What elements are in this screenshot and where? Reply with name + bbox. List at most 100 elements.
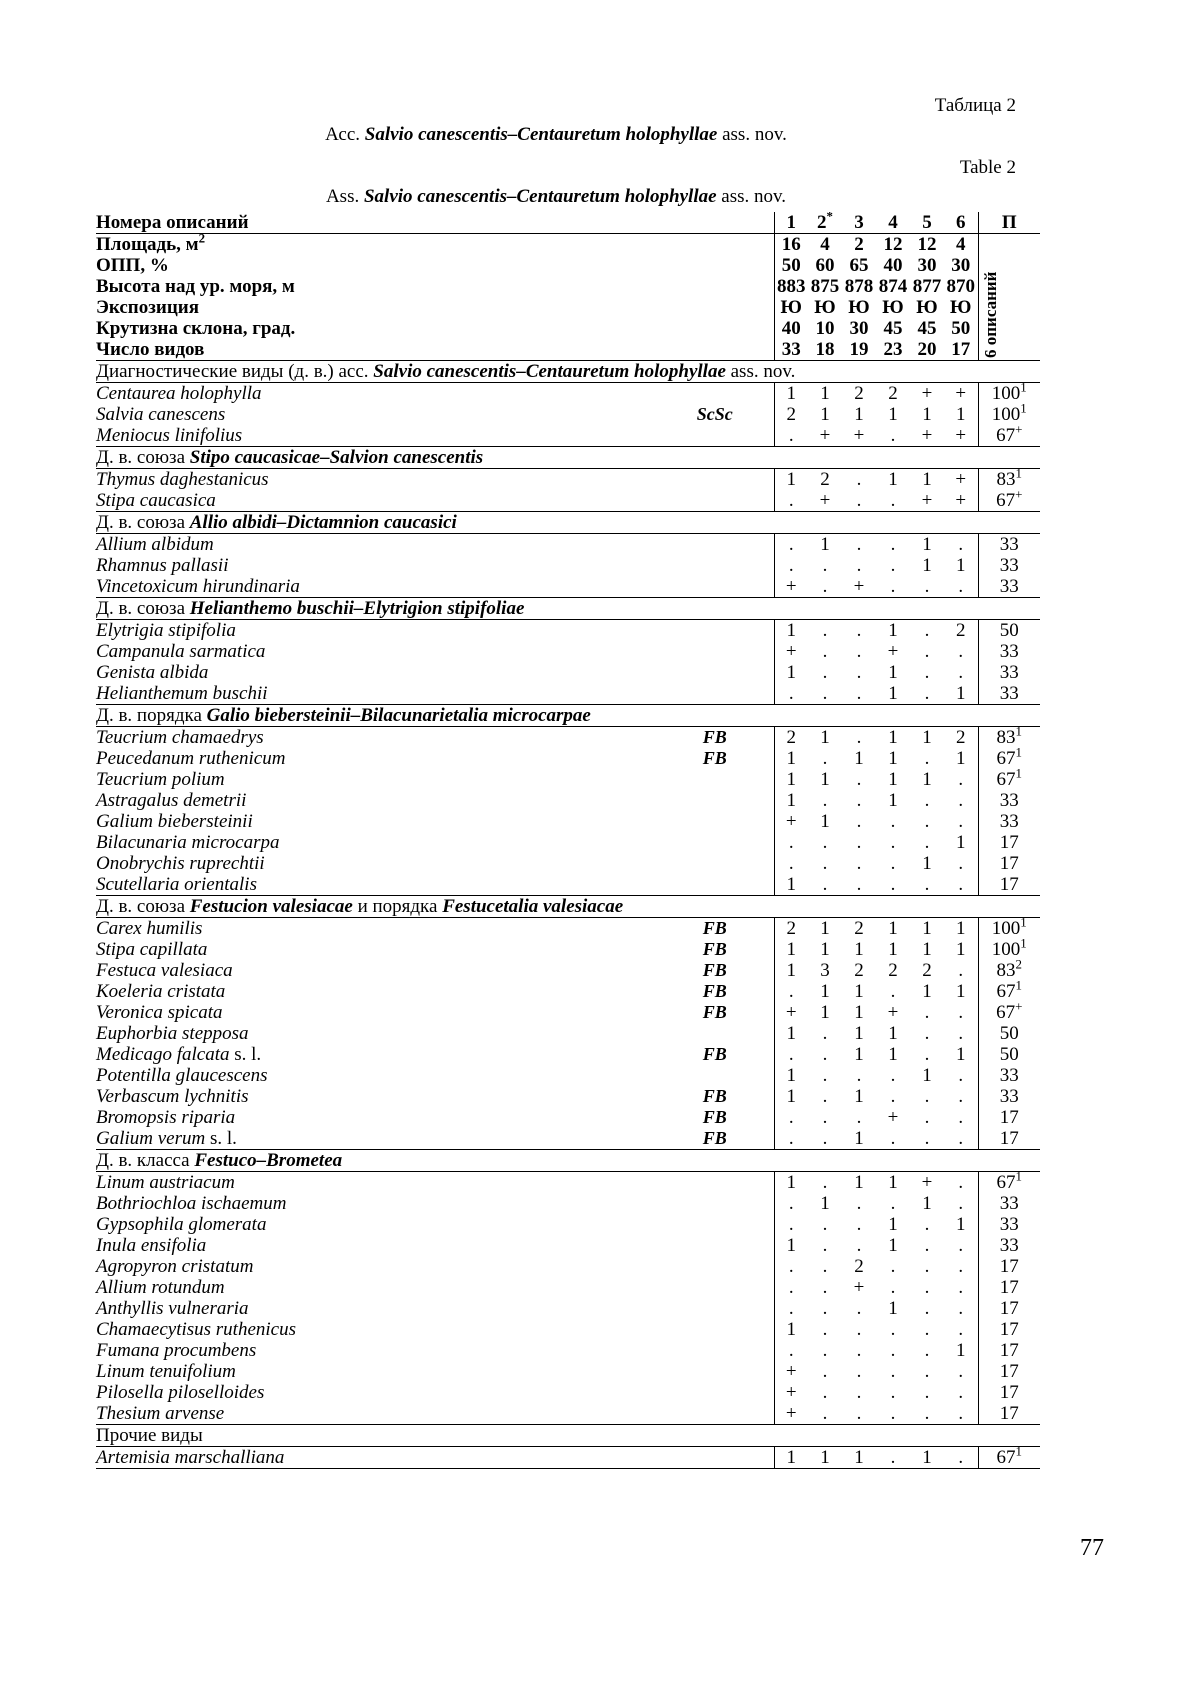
header-label-relevé-numbers: Номера описаний — [96, 212, 656, 234]
abundance-value: . — [876, 1361, 910, 1382]
constancy-superscript: 1 — [1016, 466, 1022, 481]
constancy-superscript: + — [1015, 422, 1022, 437]
constancy-value: 33 — [978, 662, 1040, 683]
section-heading: Прочие виды — [96, 1425, 1040, 1447]
abundance-value: . — [774, 1193, 808, 1214]
abundance-value: 1 — [774, 874, 808, 896]
header-value: Ю — [774, 297, 808, 318]
constancy-value: 17 — [978, 1319, 1040, 1340]
abundance-value: 2 — [842, 383, 876, 405]
species-name: Campanula sarmatica — [96, 641, 656, 662]
abundance-value: . — [910, 620, 944, 642]
abundance-value: . — [944, 1086, 978, 1107]
species-group-mark — [656, 1065, 774, 1086]
abundance-value: . — [910, 1277, 944, 1298]
caption-en-suffix: ass. nov. — [717, 186, 787, 207]
abundance-value: 1 — [944, 918, 978, 940]
species-group-mark — [656, 832, 774, 853]
section-heading: Д. в. союза Stipo caucasicae–Salvion can… — [96, 447, 1040, 469]
species-group-mark — [656, 853, 774, 874]
header-value: 60 — [808, 255, 842, 276]
constancy-value: 671 — [978, 748, 1040, 769]
table-row: Campanula sarmatica+..+..33 — [96, 641, 1040, 662]
constancy-value: 50 — [978, 1023, 1040, 1044]
table-row: Euphorbia stepposa1.11..50 — [96, 1023, 1040, 1044]
header-mark-spacer — [656, 339, 774, 361]
section-heading-row: Диагностические виды (д. в.) асс. Salvio… — [96, 361, 1040, 383]
constancy-superscript: + — [1015, 487, 1022, 502]
abundance-value: . — [876, 576, 910, 598]
abundance-value: . — [842, 874, 876, 896]
species-name: Artemisia marschalliana — [96, 1447, 656, 1469]
header-value: 2 — [842, 234, 876, 256]
vertical-label-6-releves: 6 описаний — [980, 272, 1001, 358]
constancy-value: 671 — [978, 769, 1040, 790]
table-label-en: Table 2 — [96, 158, 1016, 177]
header-value: 16 — [774, 234, 808, 256]
abundance-value: 1 — [876, 727, 910, 749]
abundance-value: . — [910, 811, 944, 832]
abundance-value: . — [876, 1256, 910, 1277]
abundance-value: . — [910, 790, 944, 811]
section-heading: Д. в. порядка Galio biebersteinii–Bilacu… — [96, 705, 1040, 727]
species-group-mark — [656, 1382, 774, 1403]
species-name: Teucrium chamaedrys — [96, 727, 656, 749]
abundance-value: 2 — [876, 383, 910, 405]
table-row: Bothriochloa ischaemum.1..1.33 — [96, 1193, 1040, 1214]
constancy-value: 33 — [978, 1065, 1040, 1086]
abundance-value: . — [876, 811, 910, 832]
header-value: 40 — [876, 255, 910, 276]
table-row: Elytrigia stipifolia1..1.250 — [96, 620, 1040, 642]
constancy-value: 831 — [978, 727, 1040, 749]
abundance-value: 1 — [910, 555, 944, 576]
header-value: 40 — [774, 318, 808, 339]
abundance-value: . — [876, 1447, 910, 1469]
abundance-value: + — [774, 1403, 808, 1425]
abundance-value: 1 — [774, 1065, 808, 1086]
header-mark-spacer — [656, 234, 774, 256]
abundance-value: 1 — [808, 727, 842, 749]
abundance-value: 1 — [910, 404, 944, 425]
abundance-value: . — [944, 1128, 978, 1150]
abundance-value: + — [842, 1277, 876, 1298]
abundance-value: 1 — [876, 1044, 910, 1065]
species-name: Elytrigia stipifolia — [96, 620, 656, 642]
table-row: Veronica spicataFB+11+..67+ — [96, 1002, 1040, 1023]
constancy-value: 17 — [978, 1107, 1040, 1128]
table-row: Linum austriacum1.11+.671 — [96, 1172, 1040, 1194]
abundance-value: 1 — [774, 939, 808, 960]
abundance-value: . — [774, 534, 808, 556]
abundance-value: . — [944, 1447, 978, 1469]
abundance-value: 1 — [774, 1086, 808, 1107]
abundance-value: . — [842, 790, 876, 811]
species-name: Festuca valesiaca — [96, 960, 656, 981]
abundance-value: . — [944, 1002, 978, 1023]
constancy-superscript: 1 — [1016, 745, 1022, 760]
abundance-value: 2 — [842, 960, 876, 981]
section-syntaxon-name: Festucion valesiacae — [190, 896, 353, 917]
abundance-value: . — [910, 832, 944, 853]
header-value: 12 — [910, 234, 944, 256]
section-heading-text: Диагностические виды (д. в.) асс. — [96, 361, 373, 382]
header-value: 19 — [842, 339, 876, 361]
constancy-value: 67+ — [978, 1002, 1040, 1023]
abundance-value: . — [808, 1403, 842, 1425]
abundance-value: . — [944, 1403, 978, 1425]
abundance-value: + — [774, 811, 808, 832]
abundance-value: . — [808, 790, 842, 811]
abundance-value: + — [842, 425, 876, 447]
abundance-value: . — [842, 1214, 876, 1235]
abundance-value: . — [842, 534, 876, 556]
header-mark-spacer — [656, 276, 774, 297]
abundance-value: 1 — [876, 1214, 910, 1235]
constancy-superscript: 1 — [1016, 766, 1022, 781]
abundance-value: 1 — [876, 748, 910, 769]
abundance-value: . — [808, 1340, 842, 1361]
abundance-value: . — [944, 1023, 978, 1044]
species-name: Linum austriacum — [96, 1172, 656, 1194]
constancy-value: 33 — [978, 811, 1040, 832]
abundance-value: 2 — [842, 918, 876, 940]
abundance-value: 2 — [944, 620, 978, 642]
species-name: Allium rotundum — [96, 1277, 656, 1298]
abundance-value: . — [774, 853, 808, 874]
